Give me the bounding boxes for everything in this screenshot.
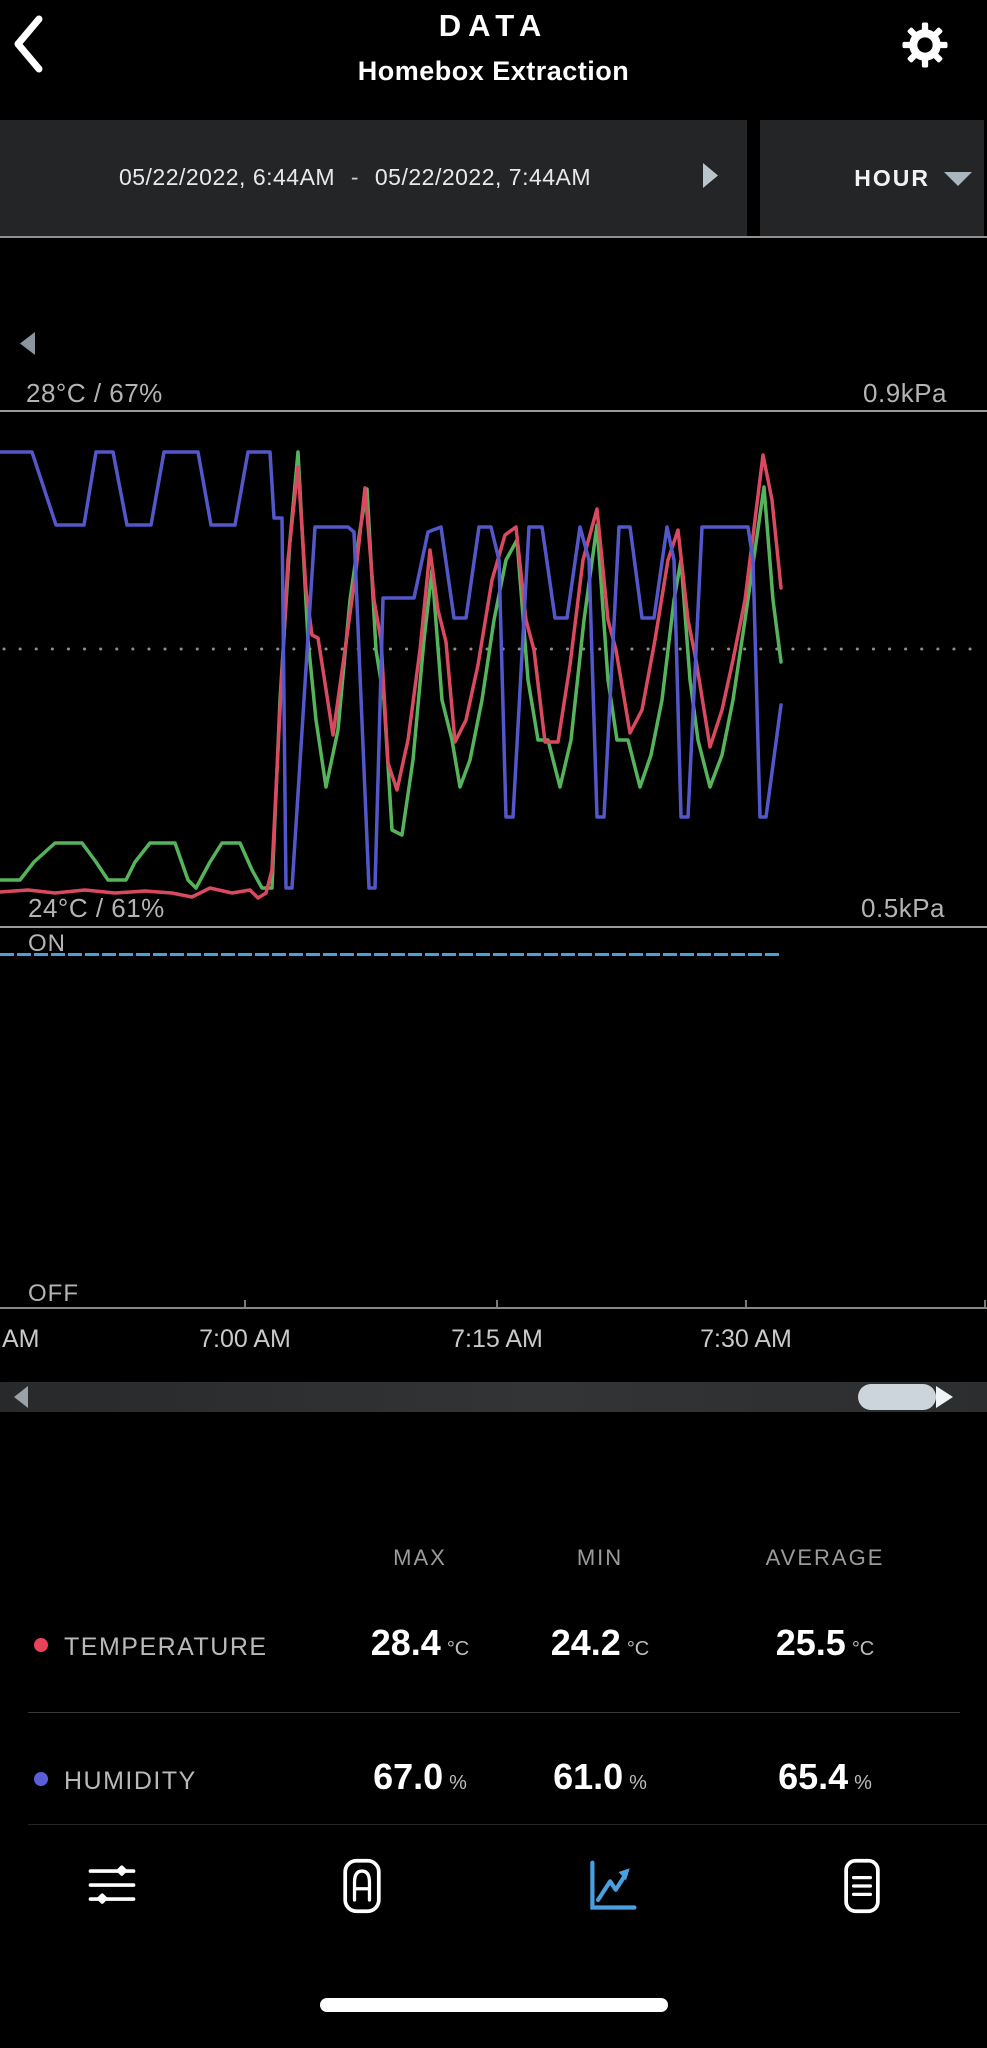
triangle-left-icon [20,332,35,355]
chart-top-border [0,410,987,412]
state-on-label: ON [28,930,66,957]
temperature-min: 24.2 °C [550,1622,650,1663]
interval-dropdown[interactable]: HOUR [760,120,984,236]
chart-scrollbar-track[interactable] [0,1382,987,1412]
tab-reports[interactable] [834,1858,890,1914]
humidity-max: 67.0% [373,1756,467,1797]
line-chart-icon [590,1860,637,1910]
axis-top-left-label: 28°C / 67% [26,378,163,408]
table-header-min: MIN [576,1545,624,1570]
temperature-average: 25.5 °C [775,1622,875,1663]
x-axis-tick [496,1300,498,1307]
x-tick-label: 7:15 AM [451,1325,543,1353]
series-temperature [0,453,783,900]
table-row-humidity: HUMIDITY 67.0% 61.0% 65.4% [0,1756,987,1804]
state-on-line [0,953,781,956]
x-tick-label: 7:00 AM [199,1325,291,1353]
sliders-icon [88,1865,136,1904]
a-box-icon [343,1858,381,1914]
interval-label: HOUR [854,165,930,191]
scroll-right-icon[interactable] [936,1386,953,1408]
triangle-right-icon [703,163,718,188]
row-divider [28,1824,987,1825]
x-axis-line [0,1307,987,1309]
humidity-dot [34,1772,48,1786]
table-header-max: MAX [393,1545,447,1570]
temperature-dot [34,1638,48,1652]
chart-bottom-border [0,926,987,928]
home-indicator[interactable] [320,1998,668,2012]
x-axis-tick [745,1300,747,1307]
axis-bottom-left-label: 24°C / 61% [28,893,165,923]
x-tick-label: AM [2,1325,40,1353]
date-range-end: 05/22/2022, 7:44AM [374,164,592,190]
series-humidity [0,450,783,890]
row-label: TEMPERATURE [64,1633,268,1661]
chevron-left-icon [14,15,43,73]
unit: % [854,1772,872,1794]
date-next-button[interactable] [703,163,723,189]
unit: °C [446,1638,470,1660]
x-tick-label: 7:30 AM [700,1325,792,1353]
unit: °C [626,1638,650,1660]
unit: % [449,1772,467,1794]
date-range-dash: - [350,164,360,190]
tab-autopilot[interactable] [334,1858,390,1914]
date-range-bar: 05/22/2022, 6:44AM - 05/22/2022, 7:44AM [0,120,747,355]
datebar-bottom-border [0,236,987,238]
state-off-label: OFF [28,1280,79,1307]
x-axis-labels: AM 7:00 AM 7:15 AM 7:30 AM [0,1325,987,1355]
tab-charts[interactable] [584,1858,640,1914]
axis-bottom-right-label: 0.5kPa [861,893,945,923]
humidity-min: 61.0% [553,1756,647,1797]
settings-button[interactable] [898,18,952,72]
tab-filters[interactable] [84,1858,140,1914]
date-range-text[interactable]: 05/22/2022, 6:44AM - 05/22/2022, 7:44AM [0,164,710,191]
caret-down-icon [944,172,972,186]
gear-icon [902,22,948,68]
x-axis-tick [244,1300,246,1307]
series-pressure [0,450,783,890]
x-axis-tick [984,1300,986,1307]
back-button[interactable] [10,14,50,76]
list-icon [844,1858,880,1914]
page-subtitle: Homebox Extraction [357,56,630,86]
unit: % [629,1772,647,1794]
row-divider [28,1712,960,1713]
temperature-max: 28.4 °C [370,1622,470,1663]
chart-plot[interactable] [0,410,987,927]
axis-top-right-label: 0.9kPa [863,378,947,408]
table-header-average: AVERAGE [765,1545,885,1570]
row-label: HUMIDITY [64,1767,197,1795]
page-title: DATA [438,8,549,43]
unit: °C [851,1638,875,1660]
humidity-average: 65.4% [778,1756,872,1797]
chart-scrollbar-thumb[interactable] [858,1384,936,1410]
scroll-left-icon[interactable] [14,1386,28,1408]
date-range-start: 05/22/2022, 6:44AM [118,164,336,190]
table-row-temperature: TEMPERATURE 28.4 °C 24.2 °C 25.5 °C [0,1622,987,1670]
